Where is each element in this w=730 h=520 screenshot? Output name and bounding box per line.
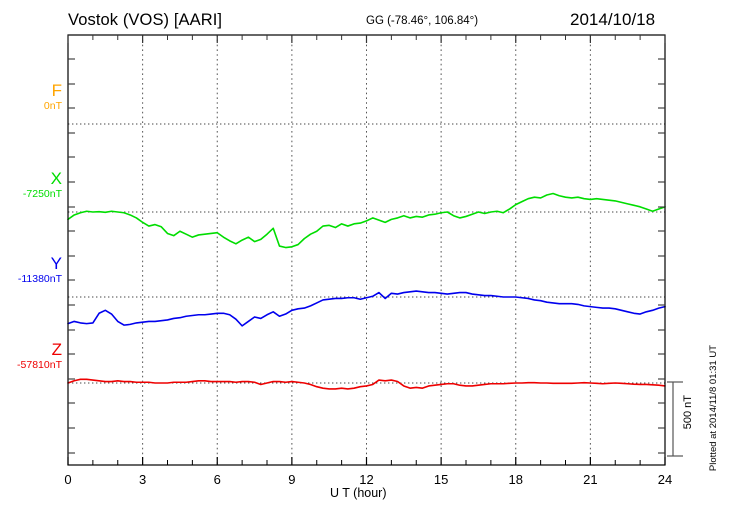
component-letter-z: Z [51, 340, 62, 359]
tick-layer [67, 35, 666, 465]
x-tick-label: 18 [509, 472, 523, 487]
component-letter-x: X [50, 169, 62, 188]
component-baseline-x: -7250nT [22, 188, 62, 200]
x-tick-label: 6 [214, 472, 221, 487]
component-letter-y: Y [50, 254, 62, 273]
component-baseline-z: -57810nT [17, 359, 62, 371]
component-label-z: Z -57810nT [17, 341, 62, 371]
x-tick-label: 15 [434, 472, 448, 487]
component-label-x: X -7250nT [23, 170, 62, 200]
x-tick-label: 3 [139, 472, 146, 487]
x-tick-label: 0 [64, 472, 71, 487]
component-letter-f: F [51, 81, 62, 100]
component-baseline-f: 0nT [43, 100, 62, 112]
plotted-timestamp: Plotted at 2014/11/8 01:31 UT [708, 345, 719, 472]
station-title: Vostok (VOS) [AARI] [68, 11, 223, 29]
x-tick-label: 24 [658, 472, 672, 487]
plot-date: 2014/10/18 [570, 10, 656, 29]
component-label-f: F 0nT [44, 82, 62, 112]
component-baseline-y: -11380nT [17, 273, 62, 285]
scale-bar-label: 500 nT [682, 395, 694, 430]
component-label-y: Y -11380nT [18, 255, 62, 285]
x-tick-label: 12 [359, 472, 373, 487]
trace-layer [67, 192, 666, 390]
grid-layer [142, 35, 591, 465]
x-tick-labels: 0 3 6 9 12 15 18 21 24 [64, 472, 672, 487]
x-axis-title: U T (hour) [330, 486, 387, 500]
baseline-layer [68, 123, 665, 384]
scale-bar [667, 381, 683, 457]
x-tick-label: 9 [288, 472, 295, 487]
x-tick-label: 21 [583, 472, 597, 487]
geographic-coordinates: GG (-78.46°, 106.84°) [366, 15, 479, 27]
